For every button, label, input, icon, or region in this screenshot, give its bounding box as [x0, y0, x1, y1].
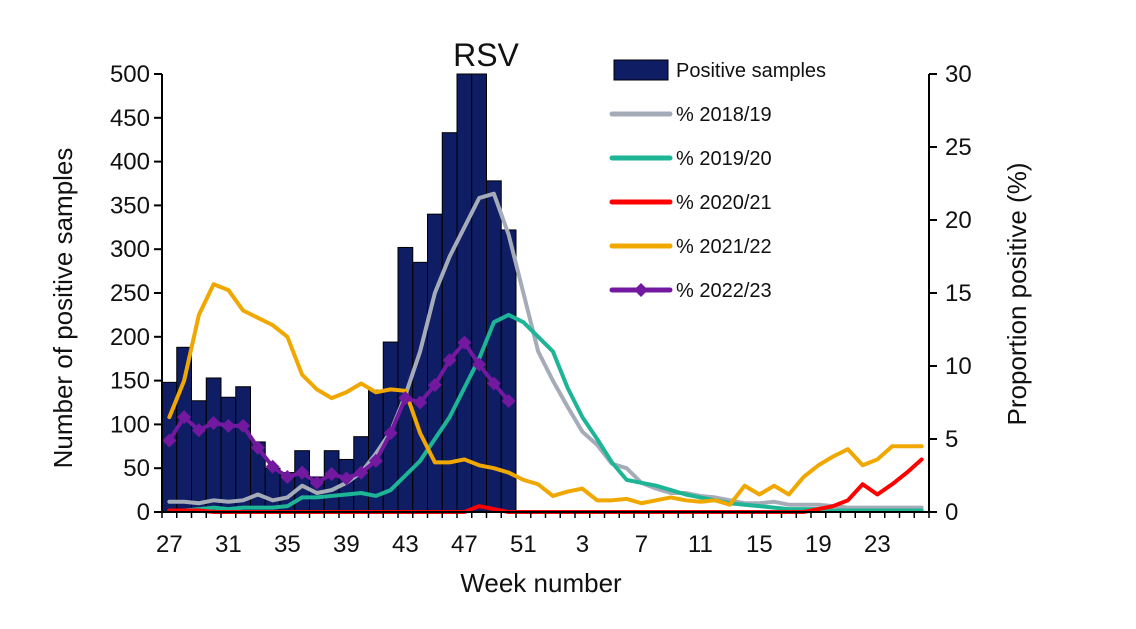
marker-2022-23-week-43 [398, 391, 413, 406]
right-tick-label-30: 30 [945, 61, 972, 88]
marker-2022-23-week-30 [206, 415, 221, 430]
left-tick-label-50: 50 [123, 455, 150, 482]
x-tick-label-23: 23 [864, 531, 891, 558]
x-tick-label-51: 51 [510, 531, 537, 558]
marker-2022-23-week-44 [413, 395, 428, 410]
bar-week-48 [471, 73, 487, 513]
marker-2022-23-week-28 [177, 410, 192, 425]
x-tick-label-27: 27 [156, 531, 183, 558]
marker-2022-23-week-32 [236, 418, 251, 433]
right-tick-label-0: 0 [945, 499, 958, 526]
marker-2022-23-week-38 [324, 467, 339, 482]
marker-2022-23-week-40 [354, 465, 369, 480]
bar-week-29 [191, 400, 207, 513]
x-tick-label-11: 11 [688, 531, 713, 558]
series-line-s2021 [167, 282, 924, 507]
bar-week-45 [427, 213, 443, 513]
x-tick-label-15: 15 [746, 531, 773, 558]
marker-2022-23-week-27 [162, 433, 177, 448]
marker-2022-23-week-48 [472, 357, 487, 372]
bar-week-36 [294, 450, 310, 513]
x-tick-label-43: 43 [392, 531, 419, 558]
marker-2022-23-week-29 [191, 423, 206, 438]
bar-week-47 [456, 73, 473, 513]
marker-2022-23-week-31 [221, 418, 236, 433]
right-tick-label-15: 15 [945, 280, 972, 307]
right-tick-label-5: 5 [945, 426, 958, 453]
marker-2022-23-week-49 [486, 376, 501, 391]
right-y-axis-title: Proportion positive (%) [1002, 163, 1032, 426]
legend-label-bar: Positive samples [676, 60, 826, 82]
axes-layer [161, 74, 930, 513]
right-tick-label-10: 10 [945, 353, 972, 380]
x-tick-label-31: 31 [215, 531, 242, 558]
left-tick-label-450: 450 [110, 105, 150, 132]
series-line-s2019 [167, 312, 924, 513]
bar-week-46 [441, 132, 458, 513]
bar-week-30 [205, 377, 222, 513]
left-tick-label-0: 0 [137, 499, 150, 526]
left-tick-label-100: 100 [110, 411, 150, 438]
marker-2022-23-week-35 [280, 469, 295, 484]
x-tick-label-35: 35 [274, 531, 301, 558]
bar-week-31 [220, 396, 237, 513]
right-tick-label-20: 20 [945, 207, 972, 234]
marker-2022-23-week-50 [501, 394, 516, 409]
x-tick-label-7: 7 [635, 531, 648, 558]
marker-2022-23-week-45 [427, 377, 442, 392]
left-tick-label-400: 400 [110, 149, 150, 176]
x-tick-label-39: 39 [333, 531, 360, 558]
left-tick-label-300: 300 [110, 236, 150, 263]
left-tick-label-200: 200 [110, 324, 150, 351]
marker-2022-23-week-41 [368, 453, 383, 468]
left-tick-label-250: 250 [110, 280, 150, 307]
left-tick-label-350: 350 [110, 192, 150, 219]
series-line-s2018 [167, 191, 924, 510]
marker-2022-23-week-39 [339, 471, 354, 486]
right-tick-label-25: 25 [945, 134, 972, 161]
marker-2022-23-week-47 [457, 335, 472, 350]
legend-label-s2022: % 2022/23 [676, 280, 772, 302]
legend-label-s2018: % 2018/19 [676, 104, 772, 126]
marker-2022-23-week-42 [383, 426, 398, 441]
left-tick-label-150: 150 [110, 368, 150, 395]
x-axis-title: Week number [460, 568, 622, 598]
left-y-axis-title: Number of positive samples [48, 148, 78, 469]
legend-label-s2021: % 2021/22 [676, 236, 772, 258]
bar-week-44 [412, 261, 428, 513]
x-tick-label-19: 19 [805, 531, 832, 558]
marker-2022-23-week-34 [265, 459, 280, 474]
legend-marker-2022-23 [634, 283, 648, 297]
bars-layer [161, 73, 517, 513]
bar-week-49 [486, 180, 502, 513]
x-tick-label-47: 47 [451, 531, 478, 558]
bar-week-32 [235, 386, 251, 513]
legend-label-s2019: % 2019/20 [676, 148, 772, 170]
ticks-layer: 0 50 100 150 200 250 300 350 400 450 500 0 5 10 15 20 25… [110, 61, 972, 558]
marker-2022-23-week-36 [295, 465, 310, 480]
marker-2022-23-week-33 [250, 440, 265, 455]
x-tick-label-3: 3 [576, 531, 589, 558]
legend: Positive samples % 2018/19 % 2019/20 % 2020… [609, 59, 826, 302]
legend-label-s2020: % 2020/21 [676, 192, 772, 214]
lines-layer [162, 191, 924, 514]
bar-week-38 [323, 450, 340, 513]
marker-2022-23-week-37 [309, 475, 324, 490]
left-tick-label-500: 500 [110, 61, 150, 88]
marker-2022-23-week-46 [442, 353, 457, 368]
chart-title: RSV [453, 37, 519, 73]
legend-swatch-positive-samples [613, 59, 669, 81]
